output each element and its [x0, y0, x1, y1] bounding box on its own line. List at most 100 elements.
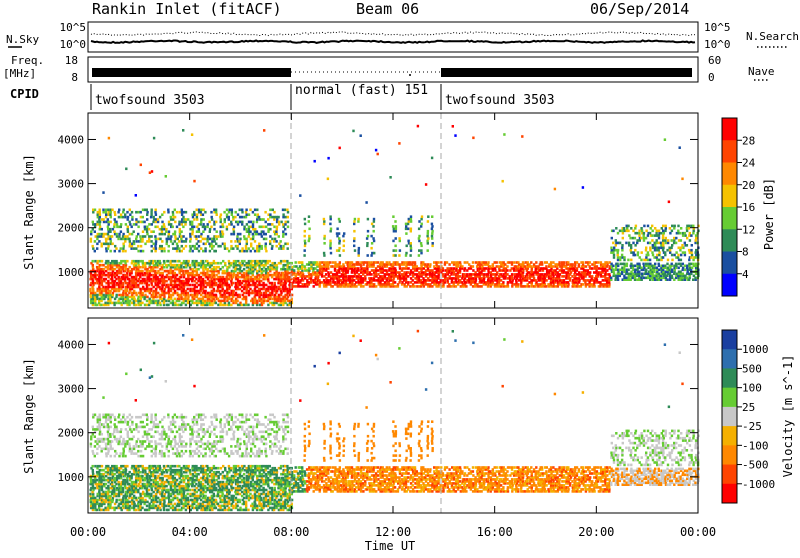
velocity-cell-197: [105, 416, 107, 419]
power-cell-2140: [276, 245, 278, 248]
power-cell-4360: [686, 237, 688, 240]
velocity-cell-314: [116, 499, 118, 502]
velocity-cell-192: [105, 443, 107, 446]
power-cell-3965: [623, 263, 625, 266]
power-cell-2163: [278, 247, 280, 250]
power-cell-2144: [276, 228, 278, 231]
power-cell-1655: [232, 247, 234, 250]
power-cell-211: [107, 280, 109, 283]
power-cell-4234: [665, 242, 667, 245]
power-cell-2536: [336, 232, 338, 235]
power-cell-1021: [177, 238, 179, 241]
power-cell-3880: [608, 273, 610, 276]
power-cell-301: [113, 260, 115, 263]
power-cell-691: [148, 284, 150, 287]
power-cell-1964: [260, 298, 262, 301]
power-cell-170: [102, 218, 104, 221]
power-cell-311: [114, 211, 116, 214]
power-cell-4387: [691, 254, 693, 257]
power-cell-4358: [686, 265, 688, 268]
power-cell-2145: [276, 226, 278, 229]
power-cell-829: [159, 233, 161, 236]
power-cell-4030: [634, 227, 636, 230]
power-cell-4183: [658, 251, 660, 254]
power-cell-1199: [191, 221, 193, 224]
power-cell-1980: [261, 235, 263, 238]
power-cell-2961: [410, 245, 412, 248]
power-cell-1513: [219, 268, 221, 271]
velocity-cell-167: [102, 440, 104, 443]
power-cell-1713: [238, 294, 240, 297]
power-cell-3803: [591, 275, 593, 278]
power-cell-3090: [431, 230, 433, 233]
power-cell-1630: [230, 262, 232, 265]
power-cell-449: [126, 282, 128, 285]
power-cell-16: [90, 240, 92, 243]
power-cell-1482: [215, 211, 217, 214]
velocity-cell-44: [92, 428, 94, 431]
power-cell-117: [98, 233, 100, 236]
power-cell-1639: [231, 209, 233, 212]
power-cell-1097: [182, 270, 184, 273]
power-cell-3596: [545, 265, 547, 268]
power-cell-1633: [230, 240, 232, 243]
power-cell-1169: [189, 235, 191, 238]
power-cell-480: [129, 266, 131, 269]
power-cell-2470: [325, 273, 327, 276]
power-cell-751: [153, 247, 155, 250]
power-cell-4078: [643, 239, 645, 242]
power-cell-1130: [185, 221, 187, 224]
power-cell-897: [166, 240, 168, 243]
power-cell-3353: [492, 277, 494, 280]
power-cell-2211: [282, 235, 284, 238]
power-cell-2398: [313, 285, 315, 288]
power-cell-4246: [666, 263, 668, 266]
power-cell-1075: [180, 235, 182, 238]
power-cell-2096: [271, 216, 273, 219]
power-cell-376: [120, 260, 122, 263]
power-cell-4165: [656, 256, 658, 259]
power-cell-2644: [353, 223, 355, 226]
power-cell-4141: [651, 225, 653, 228]
power-cell-254: [109, 238, 111, 241]
power-cell-880: [163, 228, 165, 231]
power-cell-169: [103, 221, 105, 224]
power-cell-4107: [647, 234, 649, 237]
velocity-cell-360: [120, 507, 122, 510]
power-cell-2122: [274, 216, 276, 219]
power-cell-4323: [680, 254, 682, 257]
power-cell-3093: [431, 223, 433, 226]
power-cell-1903: [254, 228, 256, 231]
power-cell-4213: [662, 256, 664, 259]
power-cell-3795: [589, 271, 591, 274]
noise-panel-frame: [88, 22, 698, 52]
power-cell-4305: [678, 267, 680, 270]
power-cell-539: [135, 300, 137, 303]
power-cell-4286: [673, 237, 675, 240]
power-cell-2966: [410, 218, 412, 221]
power-cell-2512: [332, 261, 334, 264]
velocity-cell-169: [103, 426, 105, 429]
power-cell-360: [120, 302, 122, 305]
power-cell-1431: [211, 216, 213, 219]
power-cell-3439: [511, 261, 513, 264]
power-cell-2359: [304, 245, 306, 248]
power-cell-1899: [254, 250, 256, 253]
power-cell-1966: [260, 292, 262, 295]
power-cell-4154: [654, 242, 656, 245]
power-cell-646: [143, 278, 145, 281]
power-cell-786: [155, 213, 157, 216]
power-cell-3647: [557, 271, 559, 274]
power-cell-1593: [228, 302, 230, 305]
power-cell-3517: [528, 271, 530, 274]
power-cell-2210: [282, 245, 284, 248]
power-cell-1403: [208, 221, 210, 224]
velocity-cell-121: [99, 426, 101, 429]
power-cell-3538: [533, 263, 535, 266]
power-cell-1392: [209, 274, 211, 277]
power-cell-1851: [249, 230, 251, 233]
power-cell-637: [142, 209, 144, 212]
power-cell-988: [174, 272, 176, 275]
power-cell-879: [164, 233, 166, 236]
